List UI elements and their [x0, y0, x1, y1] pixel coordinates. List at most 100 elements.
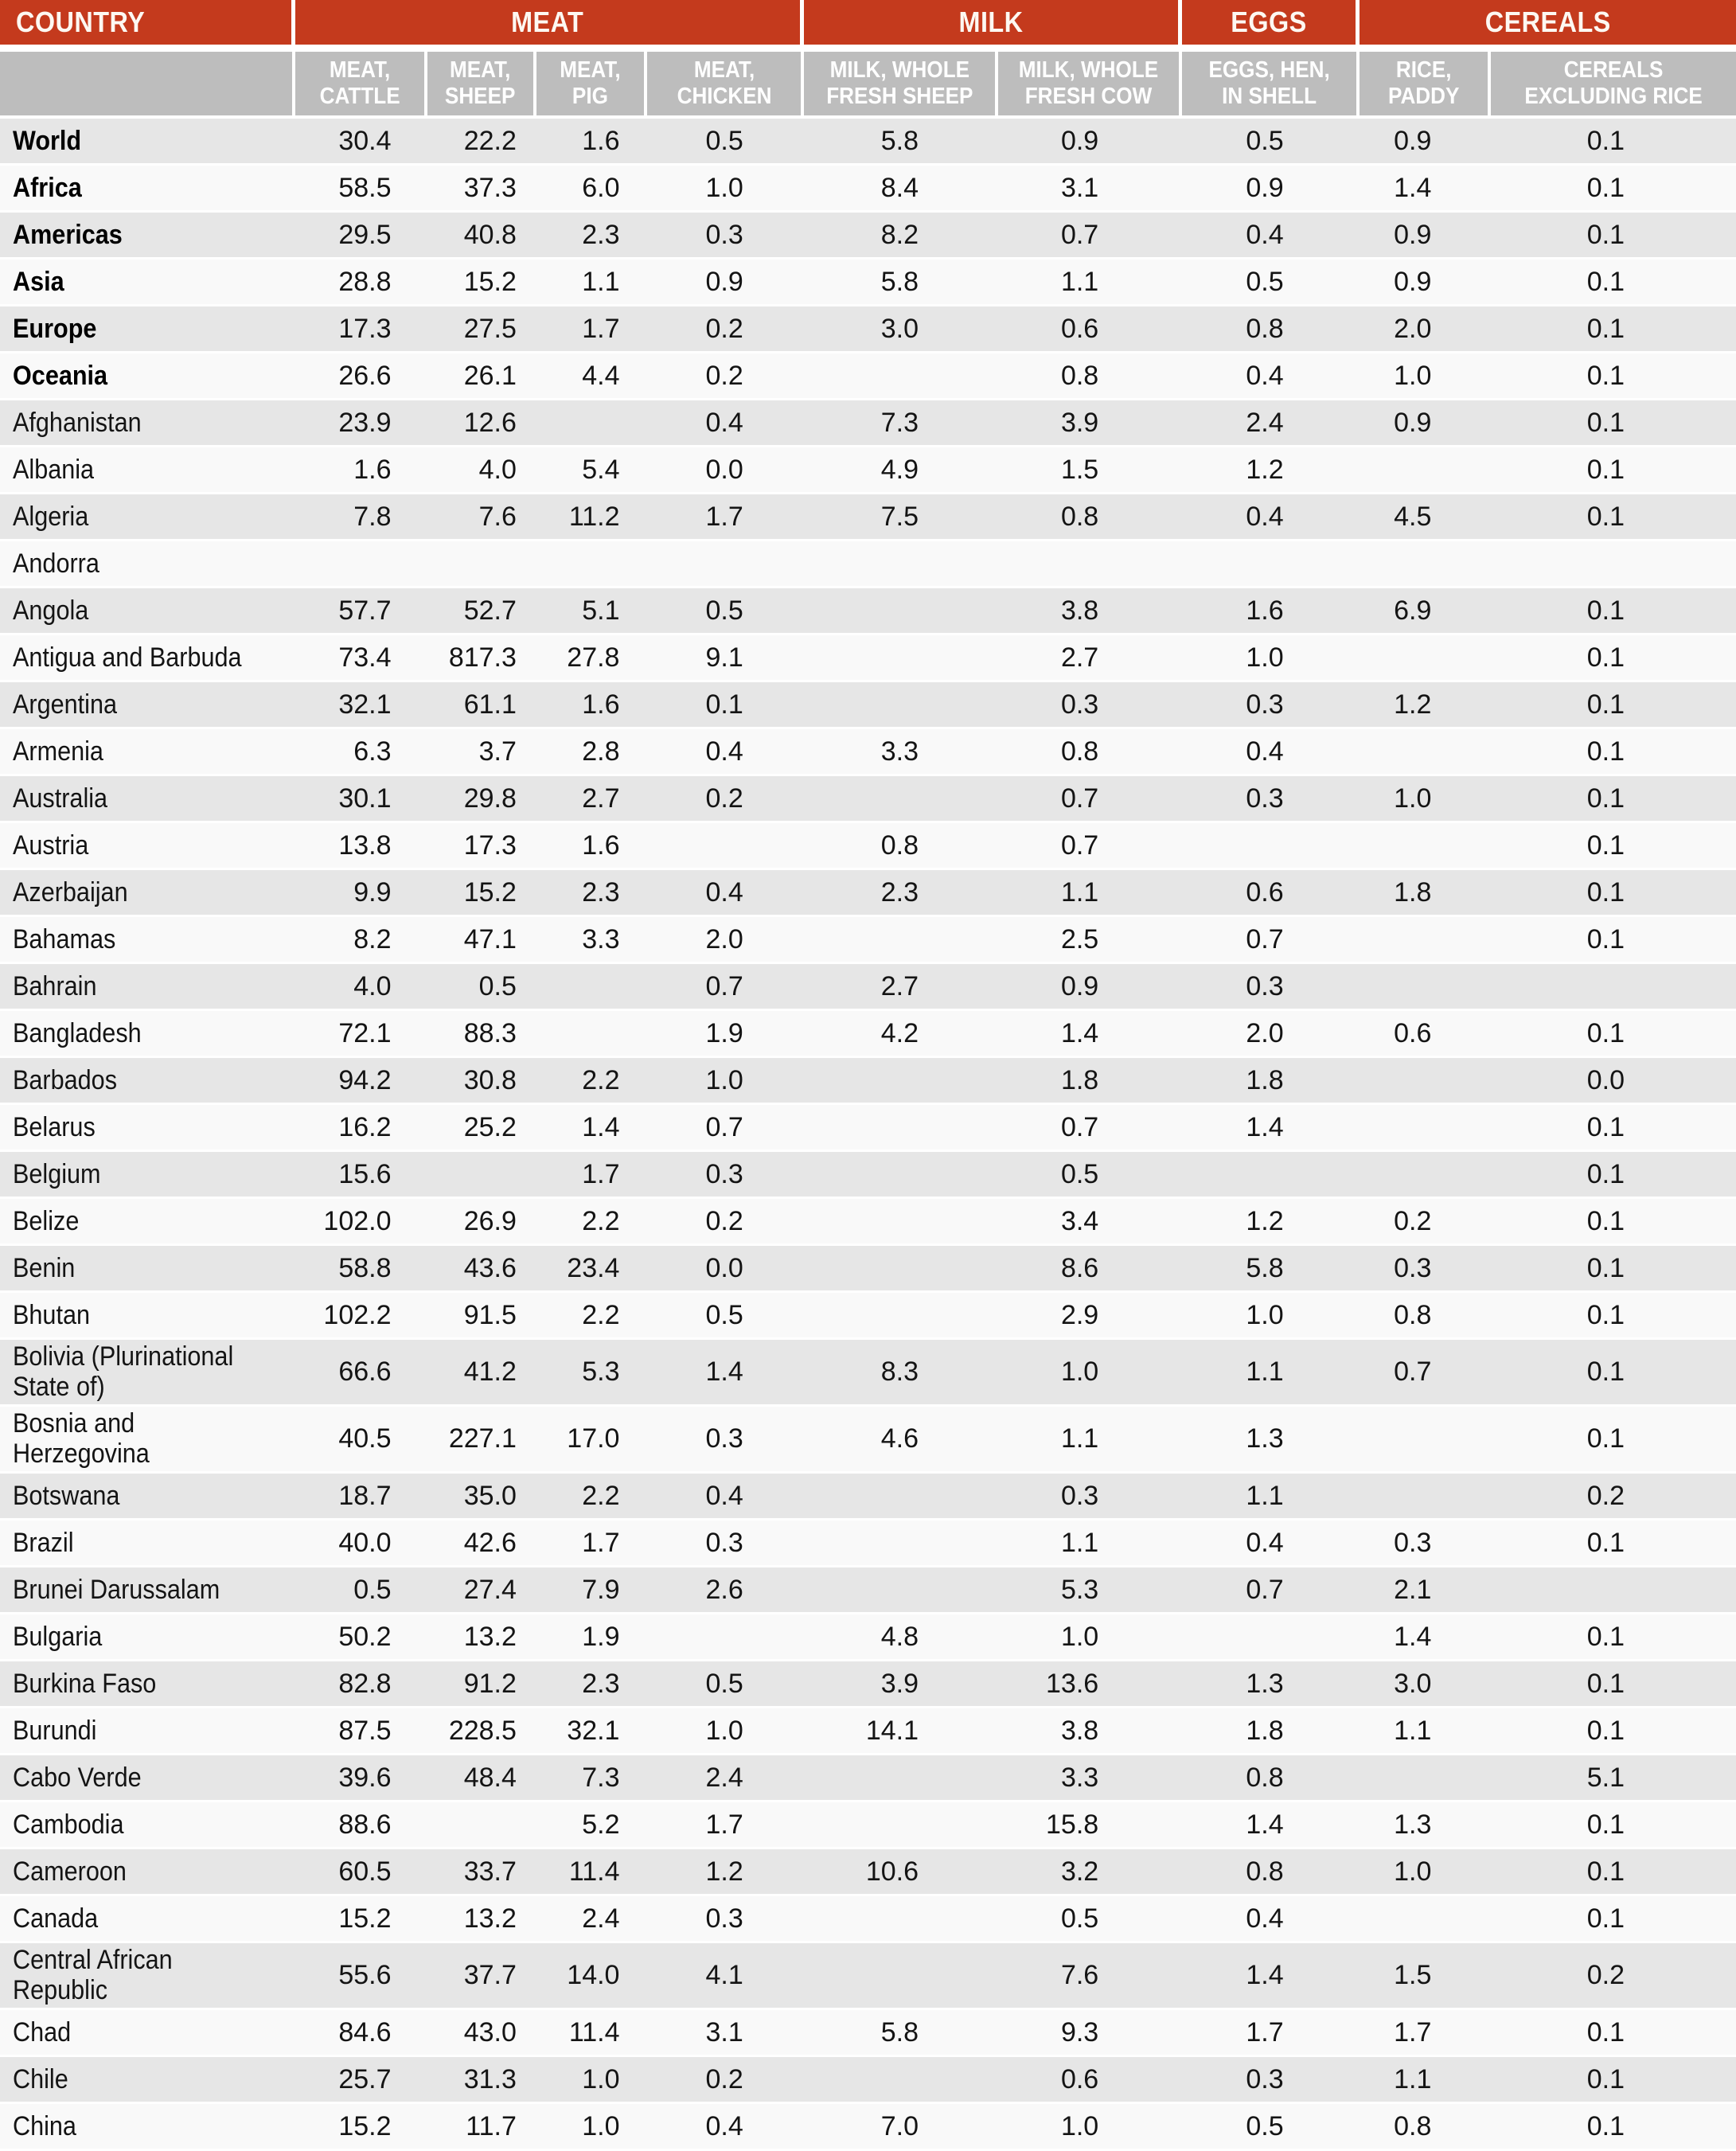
value-cell: 1.4 [1359, 166, 1492, 213]
value-cell: 0.4 [647, 870, 804, 917]
value-cell: 0.1 [1491, 2010, 1736, 2058]
value-cell: 4.8 [803, 1614, 999, 1662]
table-row: Belarus 16.2 25.2 1.4 0.7 0.7 1.4 0.1 [0, 1105, 1736, 1152]
value-cell: 0.1 [1491, 353, 1736, 400]
value-cell: 87.5 [295, 1708, 427, 1756]
value-cell [1359, 1152, 1492, 1199]
value-cell: 0.4 [647, 400, 804, 447]
value-cell: 3.9 [803, 1661, 999, 1709]
value-cell: 0.0 [647, 1246, 804, 1293]
value-cell: 4.1 [647, 1943, 804, 2011]
value-cell: 0.7 [998, 1105, 1183, 1152]
value-cell: 0.3 [647, 1896, 804, 1944]
value-cell: 8.2 [803, 213, 999, 260]
value-cell [1491, 964, 1736, 1011]
value-cell: 3.1 [998, 166, 1183, 213]
country-cell: Bangladesh [0, 1011, 295, 1058]
group-header-row: COUNTRY MEAT MILK EGGS CEREALS [0, 0, 1736, 52]
value-cell: 6.9 [1359, 588, 1492, 635]
value-cell: 0.1 [1491, 1614, 1736, 1662]
value-cell: 2.3 [536, 1661, 648, 1709]
value-cell: 0.5 [1182, 2104, 1360, 2151]
value-cell: 0.3 [647, 1407, 804, 1474]
column-header-meat-chicken: MEAT, CHICKEN [647, 52, 804, 119]
value-cell: 3.8 [998, 1708, 1183, 1756]
value-cell: 33.7 [427, 1849, 536, 1897]
value-cell [803, 1105, 999, 1152]
value-cell: 2.3 [536, 213, 648, 260]
value-cell: 2.5 [998, 917, 1183, 964]
value-cell [998, 541, 1183, 588]
value-cell: 1.8 [1359, 870, 1492, 917]
value-cell: 52.7 [427, 588, 536, 635]
value-cell: 5.8 [803, 260, 999, 306]
table-row: Bangladesh 72.1 88.3 1.9 4.2 1.4 2.0 0.6 0.1 [0, 1011, 1736, 1058]
value-cell: 0.5 [998, 1152, 1183, 1199]
value-cell: 1.6 [1182, 588, 1360, 635]
table-row: Cambodia 88.6 5.2 1.7 15.8 1.4 1.3 0.1 [0, 1802, 1736, 1850]
table-row: Bosnia and Herzegovina 40.5 227.1 17.0 0.3 4.… [0, 1407, 1736, 1474]
value-cell: 37.7 [427, 1943, 536, 2011]
value-cell [1491, 541, 1736, 588]
value-cell: 50.2 [295, 1614, 427, 1662]
value-cell: 2.3 [536, 870, 648, 917]
group-header-cereals: CEREALS [1359, 0, 1736, 52]
country-cell: Azerbaijan [0, 870, 295, 917]
value-cell: 0.6 [998, 306, 1183, 353]
value-cell [536, 541, 648, 588]
value-cell: 3.3 [803, 729, 999, 776]
value-cell: 0.4 [1182, 729, 1360, 776]
value-cell: 2.2 [536, 1474, 648, 1521]
value-cell [647, 541, 804, 588]
value-cell: 6.0 [536, 166, 648, 213]
value-cell: 7.9 [536, 1567, 648, 1615]
value-cell: 0.3 [998, 1474, 1183, 1521]
value-cell: 2.7 [803, 964, 999, 1011]
value-cell: 0.1 [1491, 1407, 1736, 1474]
table-row: Azerbaijan 9.9 15.2 2.3 0.4 2.3 1.1 0.6 1.8 0.1 [0, 870, 1736, 917]
column-header-rice-paddy: RICE, PADDY [1359, 52, 1492, 119]
value-cell: 0.8 [998, 494, 1183, 541]
value-cell: 2.3 [803, 870, 999, 917]
value-cell [1359, 1755, 1492, 1803]
value-cell: 2.2 [536, 1199, 648, 1246]
value-cell: 66.6 [295, 1340, 427, 1407]
value-cell: 13.2 [427, 1896, 536, 1944]
value-cell: 0.6 [1359, 1011, 1492, 1058]
value-cell [1359, 1105, 1492, 1152]
value-cell: 2.1 [1359, 1567, 1492, 1615]
value-cell: 7.0 [803, 2104, 999, 2151]
table-row: Armenia 6.3 3.7 2.8 0.4 3.3 0.8 0.4 0.1 [0, 729, 1736, 776]
value-cell: 0.1 [1491, 306, 1736, 353]
value-cell: 3.4 [998, 1199, 1183, 1246]
value-cell: 0.4 [647, 2104, 804, 2151]
value-cell: 0.4 [1182, 1896, 1360, 1944]
value-cell: 0.1 [1491, 119, 1736, 166]
value-cell: 0.9 [647, 260, 804, 306]
value-cell: 0.3 [1359, 1521, 1492, 1568]
value-cell: 0.2 [1491, 1474, 1736, 1521]
table-row: Brunei Darussalam 0.5 27.4 7.9 2.6 5.3 0.7 2.1 [0, 1567, 1736, 1615]
value-cell: 0.9 [998, 119, 1183, 166]
value-cell: 0.7 [998, 823, 1183, 870]
value-cell: 0.9 [1359, 213, 1492, 260]
value-cell: 31.3 [427, 2057, 536, 2105]
value-cell: 7.8 [295, 494, 427, 541]
value-cell: 1.7 [1182, 2010, 1360, 2058]
value-cell: 0.8 [998, 729, 1183, 776]
value-cell: 94.2 [295, 1058, 427, 1105]
value-cell: 0.1 [1491, 1152, 1736, 1199]
value-cell: 2.4 [647, 1755, 804, 1803]
value-cell: 2.4 [536, 1896, 648, 1944]
value-cell: 0.1 [1491, 588, 1736, 635]
value-cell: 1.0 [536, 2057, 648, 2105]
value-cell: 40.8 [427, 213, 536, 260]
value-cell: 30.1 [295, 776, 427, 823]
column-header-cereals-excluding-rice: CEREALS EXCLUDING RICE [1491, 52, 1736, 119]
table-row: Chile 25.7 31.3 1.0 0.2 0.6 0.3 1.1 0.1 [0, 2057, 1736, 2105]
value-cell: 102.2 [295, 1293, 427, 1340]
value-cell: 26.9 [427, 1199, 536, 1246]
value-cell: 5.8 [1182, 1246, 1360, 1293]
value-cell: 1.0 [1182, 1293, 1360, 1340]
table-row: Brazil 40.0 42.6 1.7 0.3 1.1 0.4 0.3 0.1 [0, 1521, 1736, 1568]
